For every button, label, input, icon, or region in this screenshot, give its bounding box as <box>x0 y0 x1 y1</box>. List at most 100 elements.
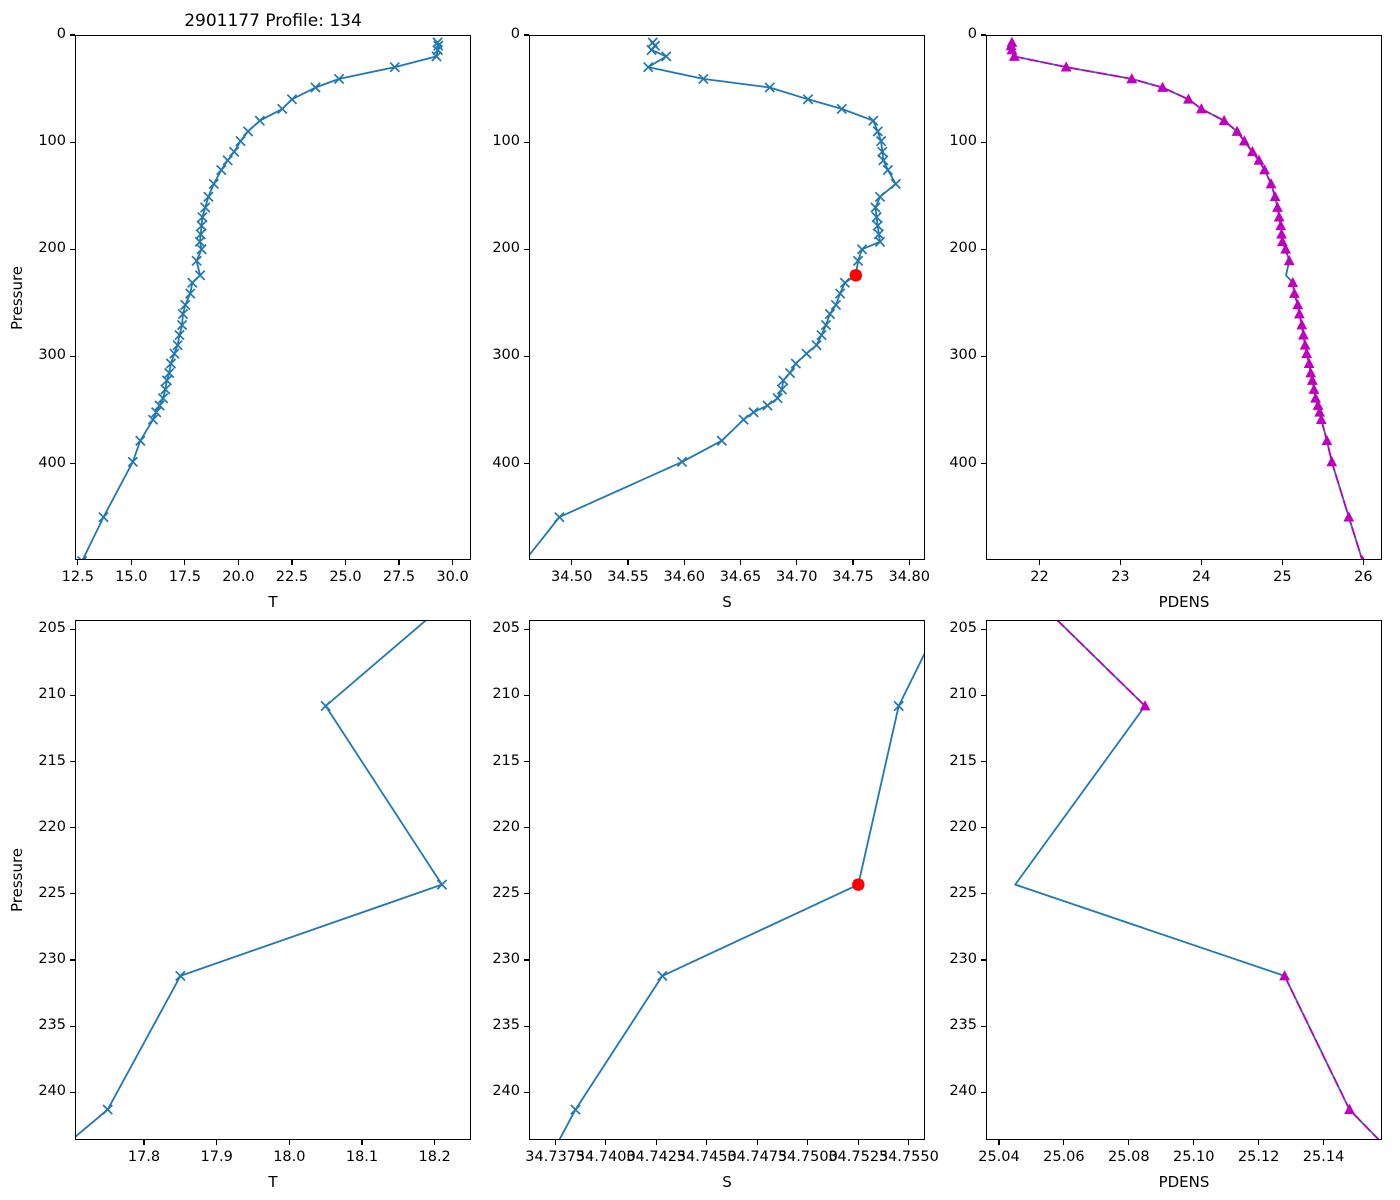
x-marker <box>160 384 171 395</box>
x-marker <box>433 40 444 51</box>
triangle-marker <box>1259 164 1270 175</box>
x-tick-label: 18.2 <box>418 1149 451 1165</box>
x-tick <box>908 1140 910 1145</box>
x-marker <box>203 191 214 202</box>
triangle-marker <box>1276 228 1287 239</box>
y-tick <box>70 893 75 895</box>
triangle-marker <box>1265 178 1277 189</box>
y-tick <box>981 1091 986 1093</box>
x-tick <box>998 1140 1000 1145</box>
x-marker <box>436 879 448 890</box>
triangle-marker <box>1276 235 1288 247</box>
x-tick-label: 20.0 <box>222 569 255 585</box>
x-tick <box>554 1140 556 1145</box>
triangle-marker <box>1139 700 1151 711</box>
x-tick <box>1200 560 1202 565</box>
x-tick-label: 34.65 <box>719 569 762 585</box>
axes-frame <box>529 620 925 1140</box>
x-marker <box>748 407 759 418</box>
x-marker <box>824 308 836 320</box>
y-tick-label: 220 <box>492 818 520 835</box>
y-tick-label: 215 <box>492 752 520 769</box>
x-tick <box>706 1140 708 1145</box>
y-tick <box>70 355 75 358</box>
axes-frame <box>75 35 471 560</box>
x-marker <box>875 135 887 147</box>
x-tick-label: 25.06 <box>1043 1149 1085 1165</box>
y-tick <box>981 34 986 36</box>
y-tick-label: 205 <box>949 620 977 637</box>
triangle-marker <box>1238 135 1250 146</box>
x-tick-label: 25.04 <box>978 1149 1020 1165</box>
triangle-marker <box>1292 299 1304 310</box>
y-tick <box>981 694 986 696</box>
x-tick <box>344 560 347 565</box>
triangle-marker <box>1310 392 1321 403</box>
y-tick <box>70 1091 75 1093</box>
triangle-marker <box>1283 255 1295 266</box>
flagged-salinity-point <box>849 269 863 282</box>
y-tick <box>524 1025 529 1027</box>
y-tick <box>70 628 75 630</box>
x-marker <box>890 178 901 190</box>
x-tick-label: 25.08 <box>1108 1149 1150 1165</box>
x-marker <box>878 155 889 166</box>
x-tick-label: 34.7550 <box>878 1149 939 1165</box>
x-marker <box>877 146 888 157</box>
x-tick <box>288 1140 290 1145</box>
x-marker <box>868 115 879 126</box>
x-tick <box>908 560 910 565</box>
x-axis-label: T <box>268 593 278 611</box>
x-tick-label: 23 <box>1111 569 1130 585</box>
x-marker <box>856 244 868 255</box>
x-marker <box>161 375 173 386</box>
x-tick <box>237 560 239 565</box>
x-tick <box>434 1140 436 1145</box>
x-tick <box>1362 560 1364 565</box>
axes-frame <box>986 35 1382 560</box>
triangle-marker <box>1247 145 1258 157</box>
x-tick-label: 18.0 <box>273 1149 306 1165</box>
x-tick <box>1063 1140 1065 1145</box>
x-marker <box>816 329 827 341</box>
x-tick <box>130 560 132 565</box>
x-marker <box>882 164 894 176</box>
plot-area-S-zoom <box>529 620 925 1140</box>
triangle-marker <box>1157 81 1168 92</box>
y-tick <box>981 248 986 250</box>
triangle-marker <box>1196 103 1207 114</box>
y-tick <box>524 355 529 358</box>
y-tick <box>981 355 986 358</box>
y-tick <box>524 34 529 36</box>
x-marker <box>801 348 812 359</box>
y-tick-label: 230 <box>949 951 977 968</box>
y-tick-label: 400 <box>38 454 66 471</box>
x-marker <box>176 319 188 331</box>
y-tick-label: 220 <box>38 818 66 835</box>
triangle-marker <box>1293 308 1305 319</box>
x-marker <box>147 414 159 425</box>
flagged-salinity-point <box>852 878 865 891</box>
x-marker <box>172 339 183 351</box>
y-tick <box>981 760 986 763</box>
x-tick-label: 34.7500 <box>777 1149 838 1165</box>
x-marker <box>196 220 207 231</box>
y-tick <box>981 893 986 895</box>
y-tick <box>981 959 986 961</box>
triangle-marker <box>1008 50 1020 61</box>
x-tick <box>291 560 293 565</box>
x-tick <box>1128 1140 1130 1145</box>
x-tick-label: 34.80 <box>888 569 930 585</box>
x-marker <box>154 400 165 411</box>
y-tick-label: 225 <box>492 884 520 901</box>
y-tick-label: 0 <box>56 26 66 42</box>
y-tick-label: 205 <box>38 620 66 637</box>
x-marker <box>764 82 775 93</box>
y-tick <box>524 893 529 895</box>
x-tick <box>857 1140 859 1145</box>
y-tick <box>70 141 75 143</box>
x-marker <box>222 155 233 166</box>
x-tick <box>216 1140 218 1145</box>
x-tick-label: 34.75 <box>832 569 874 585</box>
y-tick-label: 100 <box>38 133 66 150</box>
